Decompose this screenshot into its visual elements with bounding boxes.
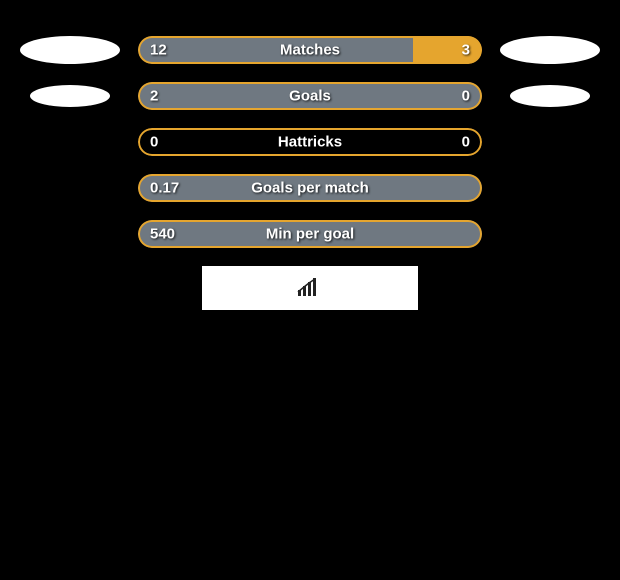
stat-rows: 12 Matches 3 2 Goals 0 0 Hattricks 0 0.17 Goals pe… [0,36,620,248]
stat-value-left: 0.17 [150,180,179,197]
player-avatar-right [510,85,590,107]
avatar-slot-right [500,36,600,64]
stat-value-right: 0 [462,134,470,151]
chart-icon [296,278,320,298]
avatar-slot-left [20,85,120,107]
player-avatar-left [20,36,120,64]
stat-bar: 12 Matches 3 [138,36,482,64]
bar-fill-right [413,36,482,64]
stat-label: Hattricks [278,134,342,151]
stat-bar: 0 Hattricks 0 [138,128,482,156]
stat-row: 2 Goals 0 [0,82,620,110]
avatar-slot-right [500,85,600,107]
stat-row: 12 Matches 3 [0,36,620,64]
logo-inner [296,278,324,298]
stat-bar: 2 Goals 0 [138,82,482,110]
stat-value-right: 3 [462,42,470,59]
player-avatar-right [500,36,600,64]
bar-fill-left [138,36,413,64]
stat-label: Goals per match [251,180,369,197]
stat-row: 0 Hattricks 0 [0,128,620,156]
stat-label: Goals [289,88,331,105]
stat-bar: 0.17 Goals per match [138,174,482,202]
stat-label: Min per goal [266,226,354,243]
stat-row: 0.17 Goals per match [0,174,620,202]
stat-value-right: 0 [462,88,470,105]
player-avatar-left [30,85,110,107]
stat-row: 540 Min per goal [0,220,620,248]
stat-value-left: 2 [150,88,158,105]
comparison-panel: 12 Matches 3 2 Goals 0 0 Hattricks 0 0.17 Goals pe… [0,0,620,310]
stat-value-left: 540 [150,226,175,243]
stat-value-left: 12 [150,42,167,59]
stat-bar: 540 Min per goal [138,220,482,248]
logo-box[interactable] [202,266,418,310]
avatar-slot-left [20,36,120,64]
stat-value-left: 0 [150,134,158,151]
stat-label: Matches [280,42,340,59]
